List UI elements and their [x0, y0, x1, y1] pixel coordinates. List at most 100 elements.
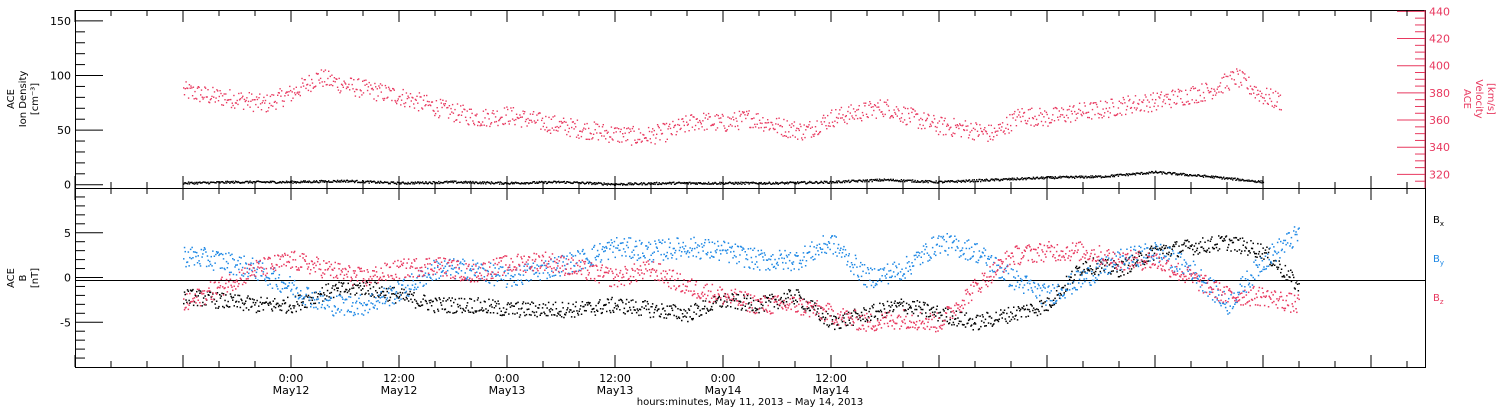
point-by [256, 268, 258, 271]
point-velocity [810, 136, 813, 138]
point-velocity [478, 121, 480, 123]
point-bx [583, 309, 586, 312]
point-bx [705, 312, 707, 314]
point-velocity [191, 95, 194, 97]
point-density [264, 182, 267, 184]
point-bx [812, 306, 815, 308]
point-velocity [415, 99, 417, 101]
point-velocity [537, 119, 539, 121]
point-bx [1020, 316, 1023, 318]
point-velocity [754, 126, 757, 128]
point-velocity [801, 139, 804, 141]
point-velocity [499, 117, 502, 119]
point-velocity [912, 108, 914, 110]
point-by [290, 288, 293, 291]
point-by [494, 267, 496, 269]
point-density [1232, 177, 1235, 180]
point-density [801, 181, 804, 183]
point-density [1156, 172, 1158, 174]
point-bx [824, 316, 827, 319]
point-velocity [1095, 102, 1097, 104]
point-velocity [255, 96, 258, 98]
point-velocity [374, 82, 376, 85]
point-velocity [187, 97, 190, 99]
point-velocity [544, 129, 546, 131]
point-bx [1236, 250, 1238, 252]
point-velocity [209, 99, 212, 101]
point-bx [948, 322, 950, 325]
point-bx [307, 294, 310, 297]
point-bx [341, 285, 343, 287]
point-by [293, 284, 295, 286]
point-bx [362, 288, 364, 290]
point-density [840, 181, 843, 183]
point-density [688, 181, 690, 184]
point-bx [529, 303, 531, 306]
point-velocity [759, 122, 762, 124]
point-density [654, 183, 656, 186]
point-velocity [515, 113, 518, 115]
point-density [971, 180, 973, 183]
point-density [275, 182, 277, 184]
point-bx [266, 297, 268, 299]
point-density [1042, 176, 1044, 178]
point-density [696, 183, 698, 185]
point-by [247, 275, 249, 278]
point-density [1078, 175, 1081, 177]
point-by [332, 315, 335, 317]
point-bx [1127, 272, 1129, 274]
point-bx [585, 310, 587, 312]
point-velocity [1164, 102, 1167, 105]
point-density [393, 182, 395, 185]
point-bx [476, 310, 478, 312]
point-velocity [1057, 116, 1059, 118]
point-velocity [189, 87, 191, 89]
point-bx [1052, 299, 1055, 301]
point-velocity [1001, 122, 1004, 124]
point-velocity [705, 114, 707, 116]
point-bx [929, 315, 932, 317]
point-by [512, 276, 515, 278]
point-density [482, 182, 485, 185]
point-density [251, 181, 253, 183]
point-velocity [1053, 120, 1056, 122]
point-velocity [370, 88, 373, 90]
point-by [591, 248, 593, 250]
point-by [443, 267, 445, 269]
point-velocity [398, 95, 400, 98]
point-bx [407, 293, 409, 296]
point-bx [648, 308, 650, 311]
point-density [183, 182, 186, 184]
point-density [1184, 174, 1186, 177]
point-velocity [586, 122, 588, 125]
point-density [742, 182, 745, 184]
point-velocity [196, 98, 198, 100]
point-bx [711, 309, 714, 311]
point-by [219, 267, 222, 269]
point-density [712, 183, 715, 185]
point-density [787, 183, 789, 185]
point-bx [1054, 297, 1056, 300]
point-density [720, 183, 722, 185]
point-by [551, 275, 554, 277]
point-bx [417, 303, 419, 305]
point-density [531, 182, 533, 184]
point-bx [827, 326, 830, 328]
point-density [319, 180, 321, 182]
point-velocity [874, 105, 877, 107]
point-bx [1293, 287, 1296, 289]
point-by [334, 306, 336, 308]
point-bx [386, 290, 388, 293]
point-bx [710, 305, 713, 308]
point-velocity [991, 132, 993, 134]
point-by [450, 267, 453, 270]
point-velocity [1261, 92, 1263, 95]
point-bx [987, 322, 990, 324]
point-by [556, 267, 558, 269]
point-density [535, 182, 537, 184]
point-velocity [847, 110, 849, 113]
point-velocity [201, 96, 203, 98]
point-bx [332, 296, 335, 299]
bottom-left-axis: 50-5 [60, 196, 103, 359]
point-density [617, 183, 619, 185]
